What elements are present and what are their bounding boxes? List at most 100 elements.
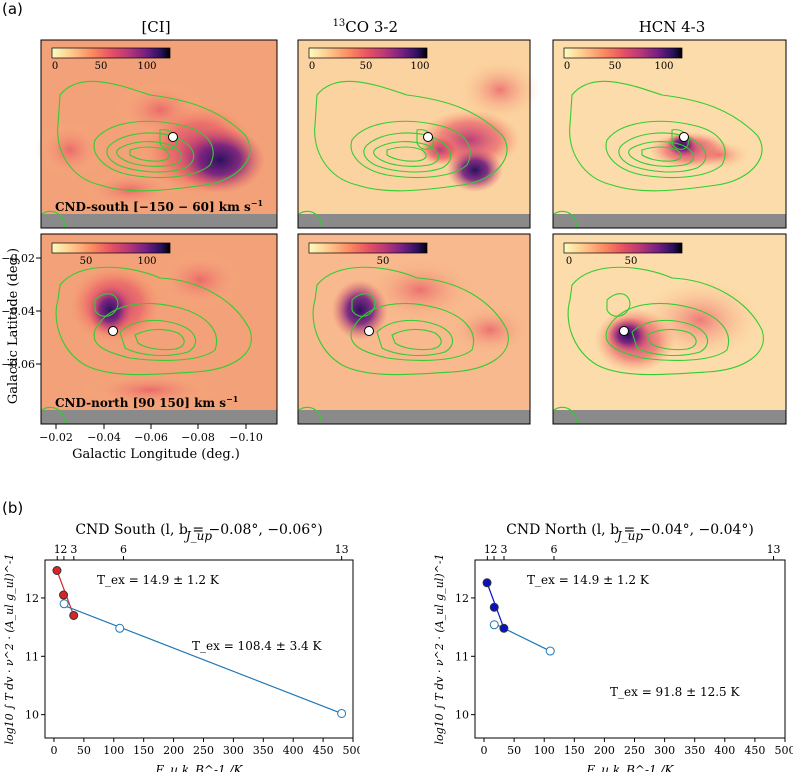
north-x-tick-label: 300: [654, 744, 675, 757]
south-frame: [44, 559, 354, 739]
south-x-tick-label: 150: [133, 744, 154, 757]
south-x-tick-label: 200: [163, 744, 184, 757]
south-top-tick-label: 1: [54, 543, 61, 556]
north-top-tick-label: 2: [491, 543, 498, 556]
south-point-1-0: [59, 599, 69, 609]
north-top-tick-label: 13: [767, 543, 781, 556]
map-hcn-south: [553, 40, 786, 228]
svg-text:−0.04: −0.04: [87, 431, 121, 444]
north-top-axis-label: J_up: [614, 529, 644, 543]
south-title: CND South (l, b = −0.08°, −0.06°): [75, 522, 322, 538]
south-top-axis-label: J_up: [183, 529, 213, 543]
south-top-tick-label: 6: [120, 543, 127, 556]
panel-label-b: (b): [2, 499, 24, 517]
svg-text:−0.02: −0.02: [39, 431, 73, 444]
south-point-0-1: [59, 590, 69, 600]
south-y-tick-label: 11: [25, 650, 39, 663]
south-fit-line-1: [63, 604, 342, 715]
svg-text:50: 50: [377, 256, 390, 267]
contours-north: [55, 266, 764, 376]
south-x-tick-label: 300: [223, 744, 244, 757]
svg-text:0: 0: [52, 61, 58, 72]
svg-text:100: 100: [137, 256, 156, 267]
row-label-north: CND-north [90 150] km s−1: [55, 394, 238, 410]
south-x-tick-label: 250: [193, 744, 214, 757]
map-axis-ticks: [36, 257, 247, 429]
map-13co-north: [298, 234, 530, 424]
svg-text:50: 50: [625, 256, 638, 267]
position-markers: [108, 132, 689, 336]
map-x-tick-labels: −0.02 −0.04 −0.06 −0.08 −0.10: [39, 431, 263, 444]
svg-text:50: 50: [360, 61, 373, 72]
north-fit-label-0: T_ex = 14.9 ± 1.2 K: [527, 573, 650, 587]
south-x-tick-label: 400: [283, 744, 304, 757]
south-point-0-2: [69, 610, 79, 620]
south-fit-label-0: T_ex = 14.9 ± 1.2 K: [97, 573, 220, 587]
north-point-1-0: [489, 620, 499, 630]
north-x-tick-label: 500: [775, 744, 793, 757]
svg-text:−0.02: −0.02: [1, 252, 35, 265]
north-x-tick-label: 200: [594, 744, 615, 757]
svg-text:50: 50: [609, 61, 622, 72]
north-x-axis-label: E_u k_B^-1 /K: [586, 763, 675, 772]
column-title-ci: [CI]: [141, 18, 170, 36]
north-point-0-1: [489, 602, 499, 612]
svg-text:100: 100: [410, 61, 429, 72]
map-y-axis-label: Galactic Latitude (deg.): [6, 248, 21, 404]
map-ci-south: [35, 40, 277, 228]
north-x-tick-label: 50: [507, 744, 521, 757]
panel-label-a: (a): [2, 0, 23, 18]
north-y-tick-label: 10: [455, 709, 469, 722]
svg-text:0: 0: [309, 61, 315, 72]
south-x-tick-label: 50: [77, 744, 91, 757]
svg-text:100: 100: [654, 61, 673, 72]
chart-cnd-north: CND North (l, b = −0.04°, −0.04°) 0 50 100 1…: [433, 522, 793, 772]
south-x-tick-label: 100: [103, 744, 124, 757]
svg-text:50: 50: [95, 61, 108, 72]
south-fit-label-1: T_ex = 108.4 ± 3.4 K: [192, 639, 322, 653]
svg-text:0: 0: [564, 61, 570, 72]
north-y-tick-label: 12: [455, 592, 469, 605]
south-x-tick-label: 500: [343, 744, 361, 757]
map-x-axis-label: Galactic Longitude (deg.): [72, 447, 240, 462]
north-x-tick-label: 0: [481, 744, 488, 757]
map-frames: [40, 39, 787, 425]
north-x-tick-label: 100: [534, 744, 555, 757]
north-y-axis-label: log10 ∫ T dv · ν^2 · (A_ul g_ul)^-1: [433, 553, 446, 744]
svg-text:50: 50: [80, 256, 93, 267]
svg-text:−0.04: −0.04: [1, 305, 35, 318]
column-title-hcn: HCN 4-3: [639, 18, 706, 36]
map-13co-south: [298, 40, 540, 228]
south-y-tick-label: 10: [25, 709, 39, 722]
south-y-tick-label: 12: [25, 592, 39, 605]
north-point-0-0: [482, 578, 492, 588]
row-label-south: CND-south [−150 − 60] km s−1: [55, 198, 263, 214]
south-x-axis-label: E_u k_B^-1 /K: [155, 763, 244, 772]
svg-text:−0.10: −0.10: [229, 431, 263, 444]
south-top-tick-label: 13: [335, 543, 349, 556]
chart-cnd-south: CND South (l, b = −0.08°, −0.06°) 0 50 100 1…: [3, 522, 361, 772]
north-x-tick-label: 250: [624, 744, 645, 757]
south-top-tick-label: 2: [60, 543, 67, 556]
moment-map-grid: [CI] 13CO 3-2 HCN 4-3: [1, 18, 787, 462]
colorbars: [51, 47, 683, 254]
beam-arcs: [41, 210, 577, 425]
contours-south: [57, 80, 763, 192]
north-x-tick-label: 400: [714, 744, 735, 757]
south-y-axis-label: log10 ∫ T dv · ν^2 · (A_ul g_ul)^-1: [3, 553, 16, 744]
north-top-tick-label: 3: [501, 543, 508, 556]
north-fit-label-1: T_ex = 91.8 ± 12.5 K: [610, 685, 740, 699]
south-x-tick-label: 450: [313, 744, 334, 757]
south-x-tick-label: 350: [253, 744, 274, 757]
south-top-tick-label: 3: [70, 543, 77, 556]
north-y-tick-label: 11: [455, 650, 469, 663]
north-x-tick-label: 350: [684, 744, 705, 757]
north-x-tick-label: 450: [744, 744, 765, 757]
colorbar-tick-labels: 0 50 100 0 50 100 0 50 100 50 100 50 0 50: [52, 61, 674, 267]
svg-text:100: 100: [137, 61, 156, 72]
north-title: CND North (l, b = −0.04°, −0.04°): [506, 522, 754, 538]
south-point-0-0: [52, 566, 62, 576]
north-point-1-1: [545, 646, 555, 656]
svg-text:−0.08: −0.08: [181, 431, 215, 444]
north-point-0-2: [499, 623, 509, 633]
